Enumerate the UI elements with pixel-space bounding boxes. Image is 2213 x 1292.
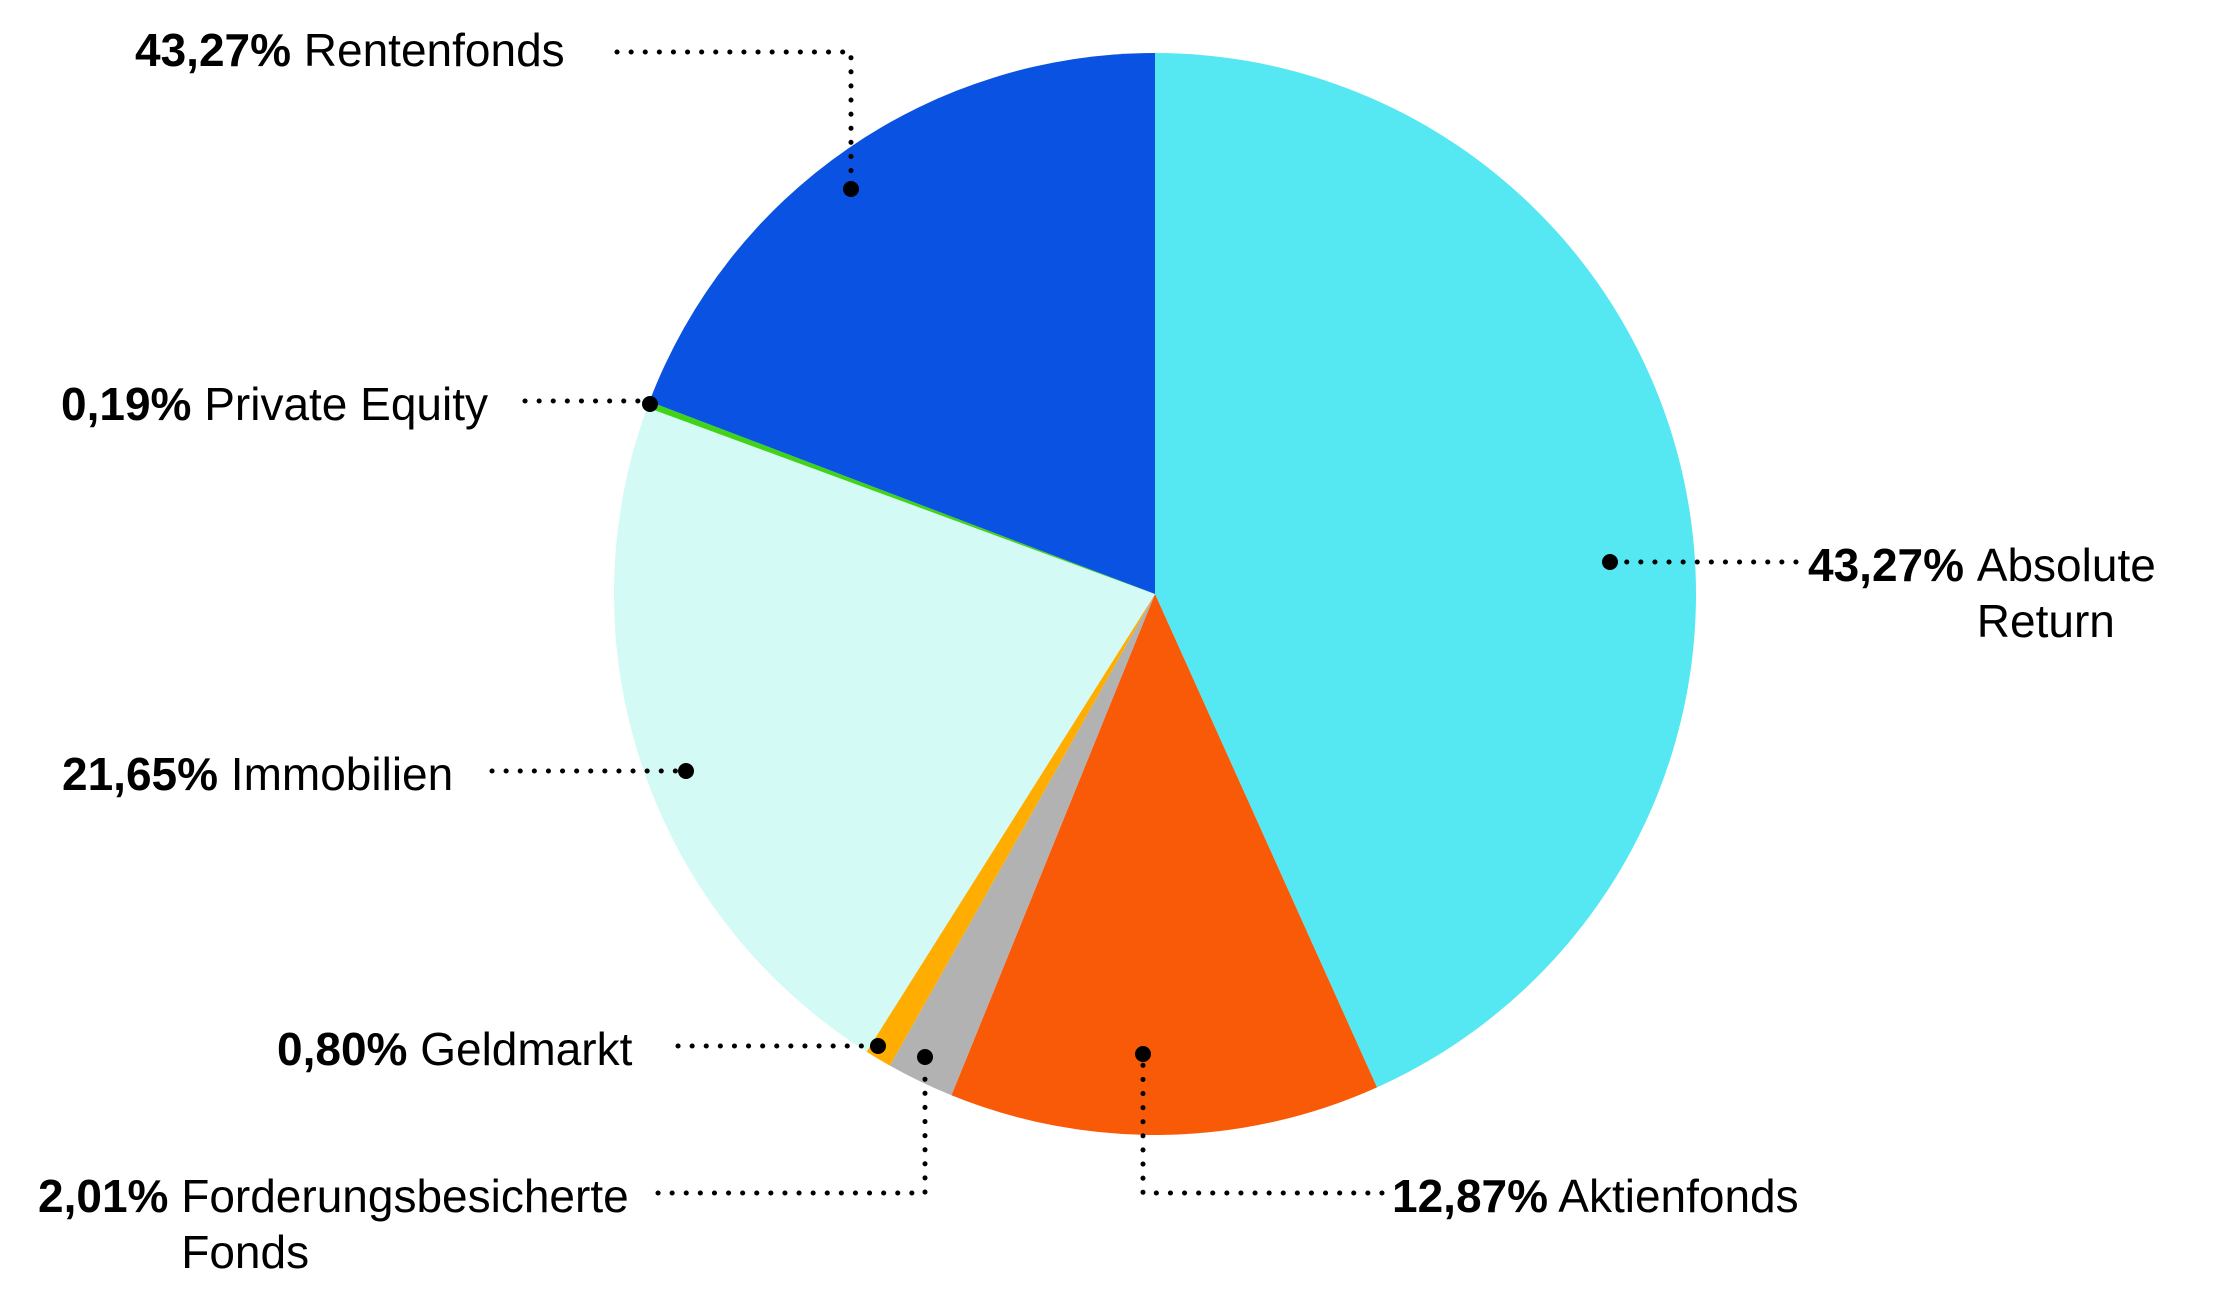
label-immobilien-percent: 21,65% bbox=[62, 748, 219, 800]
label-private-equity: 0,19% Private Equity bbox=[61, 376, 488, 432]
label-absolute-return-percent: 43,27% bbox=[1808, 539, 1965, 591]
label-absolute-return: 43,27% Absolute Return bbox=[1808, 537, 2192, 649]
pie-slices bbox=[613, 53, 1697, 1136]
label-aktienfonds-name: Aktienfonds bbox=[1558, 1170, 1799, 1222]
anchor-dot-rentenfonds bbox=[843, 181, 859, 197]
pie-slice-private-equity bbox=[647, 401, 1155, 594]
pie-slice-rentenfonds bbox=[649, 53, 1155, 594]
leader-line-forderungsbesicherte bbox=[655, 1065, 928, 1196]
label-immobilien: 21,65% Immobilien bbox=[62, 746, 453, 802]
label-rentenfonds: 43,27% Rentenfonds bbox=[135, 22, 565, 78]
label-forderungsbesicherte-percent: 2,01% bbox=[38, 1170, 169, 1222]
label-aktienfonds: 12,87% Aktienfonds bbox=[1392, 1168, 1799, 1224]
anchor-dot-absolute-return bbox=[1602, 554, 1618, 570]
label-absolute-return-name: Absolute Return bbox=[1976, 539, 2156, 648]
label-geldmarkt-name: Geldmarkt bbox=[420, 1023, 633, 1075]
label-immobilien-name: Immobilien bbox=[230, 748, 454, 800]
label-forderungsbesicherte-name: Forderungsbesicherte Fonds bbox=[181, 1170, 629, 1279]
label-rentenfonds-percent: 43,27% bbox=[135, 24, 292, 76]
pie-slice-geldmarkt bbox=[866, 594, 1155, 1066]
leader-lines bbox=[489, 49, 1799, 1196]
label-private-equity-name: Private Equity bbox=[204, 378, 489, 430]
pie-slice-forderungsbesicherte-fonds bbox=[889, 594, 1155, 1096]
label-forderungsbesicherte: 2,01% Forderungsbesicherte Fonds bbox=[38, 1168, 681, 1280]
anchor-dot-private-equity bbox=[642, 396, 658, 412]
anchor-dot-forderungsbesicherte bbox=[917, 1049, 933, 1065]
label-geldmarkt-percent: 0,80% bbox=[277, 1023, 408, 1075]
label-geldmarkt: 0,80% Geldmarkt bbox=[277, 1021, 632, 1077]
pie-slice-immobilien bbox=[613, 407, 1155, 1052]
anchor-dot-geldmarkt bbox=[870, 1038, 886, 1054]
leader-line-rentenfonds bbox=[614, 49, 854, 181]
label-rentenfonds-name: Rentenfonds bbox=[303, 24, 565, 76]
label-aktienfonds-percent: 12,87% bbox=[1392, 1170, 1549, 1222]
leader-line-aktienfonds bbox=[1140, 1062, 1385, 1196]
pie-slice-aktienfonds bbox=[951, 594, 1378, 1136]
label-private-equity-percent: 0,19% bbox=[61, 378, 192, 430]
anchor-dot-immobilien bbox=[678, 763, 694, 779]
anchor-dot-aktienfonds bbox=[1135, 1046, 1151, 1062]
pie-slice-absolute-return bbox=[1155, 53, 1697, 1088]
